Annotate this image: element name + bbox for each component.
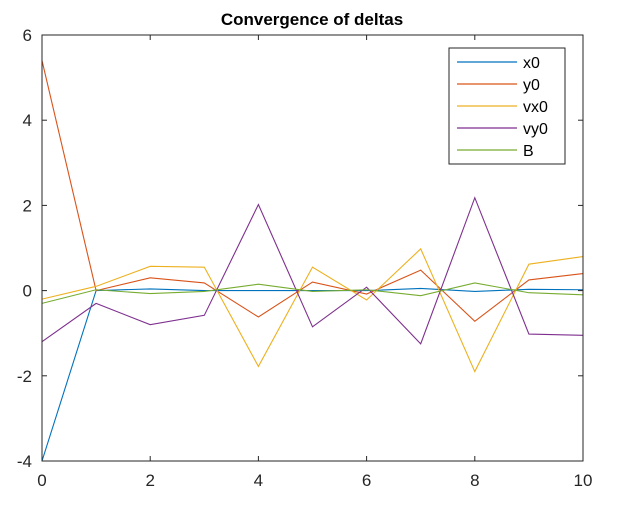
chart-title: Convergence of deltas [221, 10, 403, 29]
series-line-x0 [41, 287, 584, 462]
x-tick-label: 4 [254, 471, 263, 490]
legend-label-x0: x0 [523, 55, 540, 72]
axes: 0 2 4 6 8 10 -4 -2 0 2 4 6 [17, 26, 593, 490]
legend-label-vy0: vy0 [523, 121, 548, 138]
y-tick-label: -4 [17, 452, 32, 471]
x-tick-label: 10 [574, 471, 593, 490]
legend-label-y0: y0 [523, 77, 540, 94]
y-tick-label: 0 [23, 282, 32, 301]
series-layer [41, 60, 584, 462]
legend-label-vx0: vx0 [523, 99, 548, 116]
x-tick-label: 0 [37, 471, 46, 490]
x-tick-label: 2 [145, 471, 154, 490]
legend: x0 y0 vx0 vy0 B [448, 47, 566, 165]
y-tick-label: 2 [23, 196, 32, 215]
series-line-y0 [41, 60, 584, 322]
x-tick-label: 8 [470, 471, 479, 490]
series-line-vy0 [41, 196, 584, 345]
series-line-vx0 [41, 247, 584, 373]
axes-box [41, 34, 584, 462]
y-tick-label: 6 [23, 26, 32, 45]
y-tick-label: -2 [17, 367, 32, 386]
x-tick-label: 6 [362, 471, 371, 490]
y-tick-label: 4 [23, 111, 32, 130]
legend-label-b: B [523, 143, 534, 160]
series-line-b [41, 282, 584, 304]
